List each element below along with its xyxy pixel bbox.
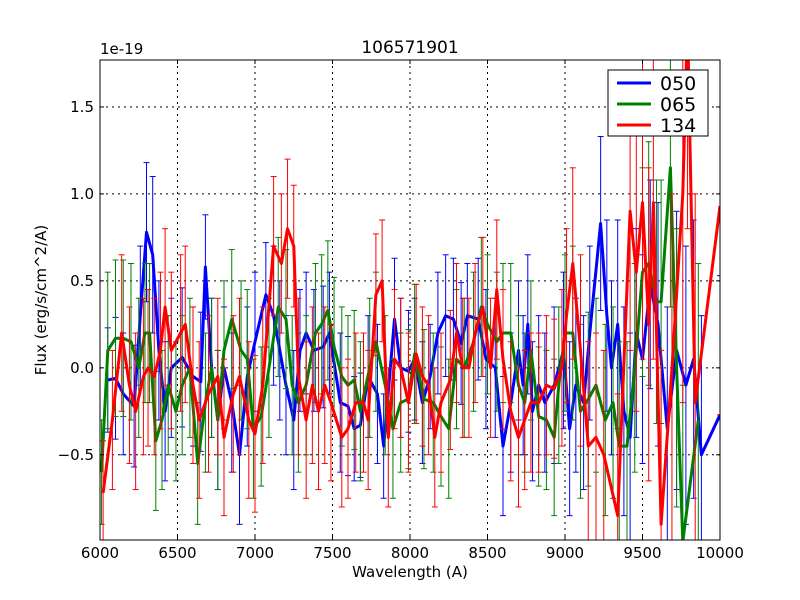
y-tick-label: 1.0 xyxy=(70,185,94,203)
x-tick-label: 9500 xyxy=(623,544,661,562)
y-tick-label: 0.5 xyxy=(70,272,94,290)
x-tick-label: 9000 xyxy=(546,544,584,562)
x-tick-label: 8000 xyxy=(391,544,429,562)
series-group xyxy=(100,60,720,540)
x-tick-label: 6000 xyxy=(81,544,119,562)
y-tick-label: 1.5 xyxy=(70,98,94,116)
x-tick-label: 8500 xyxy=(468,544,506,562)
y-tick-label: −0.5 xyxy=(58,446,94,464)
y-offset-label: 1e-19 xyxy=(100,40,143,58)
ticks: 6000 6500 7000 7500 8000 8500 9000 9500 10000 −0.… xyxy=(58,60,744,562)
x-tick-label: 7000 xyxy=(236,544,274,562)
x-axis-label: Wavelength (A) xyxy=(352,563,468,581)
x-tick-label: 6500 xyxy=(158,544,196,562)
y-tick-label: 0.0 xyxy=(70,359,94,377)
chart-title: 106571901 xyxy=(361,38,458,58)
series-line-134 xyxy=(101,60,720,526)
series-line-065 xyxy=(100,166,700,540)
legend-label-065: 065 xyxy=(660,94,696,116)
legend-label-050: 050 xyxy=(660,73,696,95)
y-axis-label: Flux (erg/s/cm^2/A) xyxy=(32,225,50,376)
legend-label-134: 134 xyxy=(660,115,696,137)
series-134 xyxy=(100,60,720,540)
x-tick-label: 7500 xyxy=(313,544,351,562)
x-tick-label: 10000 xyxy=(696,544,744,562)
